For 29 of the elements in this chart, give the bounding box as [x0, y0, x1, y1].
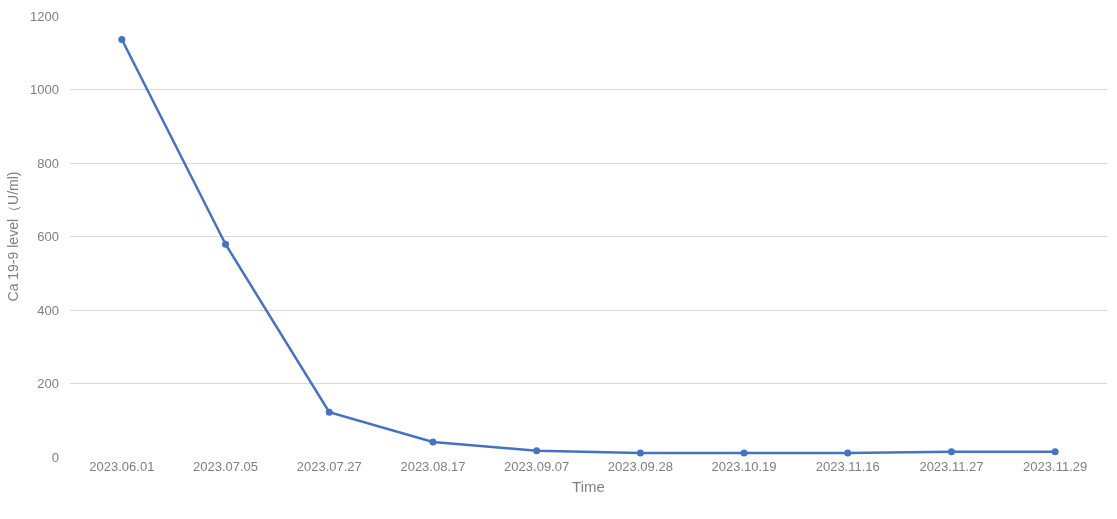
y-tick-label: 600	[37, 229, 59, 245]
point	[118, 36, 126, 44]
x-tick-label: 2023.09.07	[504, 459, 570, 474]
point	[844, 449, 852, 457]
y-tick-label: 0	[51, 449, 59, 465]
x-tick-label: 2023.11.29	[1023, 459, 1088, 474]
point	[429, 438, 437, 446]
point	[222, 240, 230, 248]
y-tick-label: 1200	[30, 8, 59, 24]
y-tick-label: 800	[37, 155, 59, 171]
y-tick-label: 400	[37, 302, 59, 318]
y-tick-label: 1000	[30, 82, 59, 98]
x-tick-label: 2023.11.27	[919, 459, 984, 474]
point	[947, 448, 955, 456]
point	[1051, 448, 1059, 456]
x-tick-label: 2023.06.01	[89, 459, 155, 474]
x-tick-label: 2023.07.27	[296, 459, 362, 474]
x-tick-label: 2023.08.17	[400, 459, 466, 474]
point	[325, 408, 333, 416]
point	[740, 449, 748, 457]
y-axis-title: Ca 19-9 level（U/ml)	[4, 171, 21, 302]
x-tick-label: 2023.07.05	[193, 459, 259, 474]
y-tick-label: 200	[37, 376, 59, 392]
point	[636, 449, 644, 457]
point	[533, 447, 541, 455]
x-tick-label: 2023.11.16	[815, 459, 880, 474]
x-axis-title: Time	[572, 478, 605, 495]
x-tick-label: 2023.09.28	[607, 459, 673, 474]
x-tick-label: 2023.10.19	[711, 459, 777, 474]
